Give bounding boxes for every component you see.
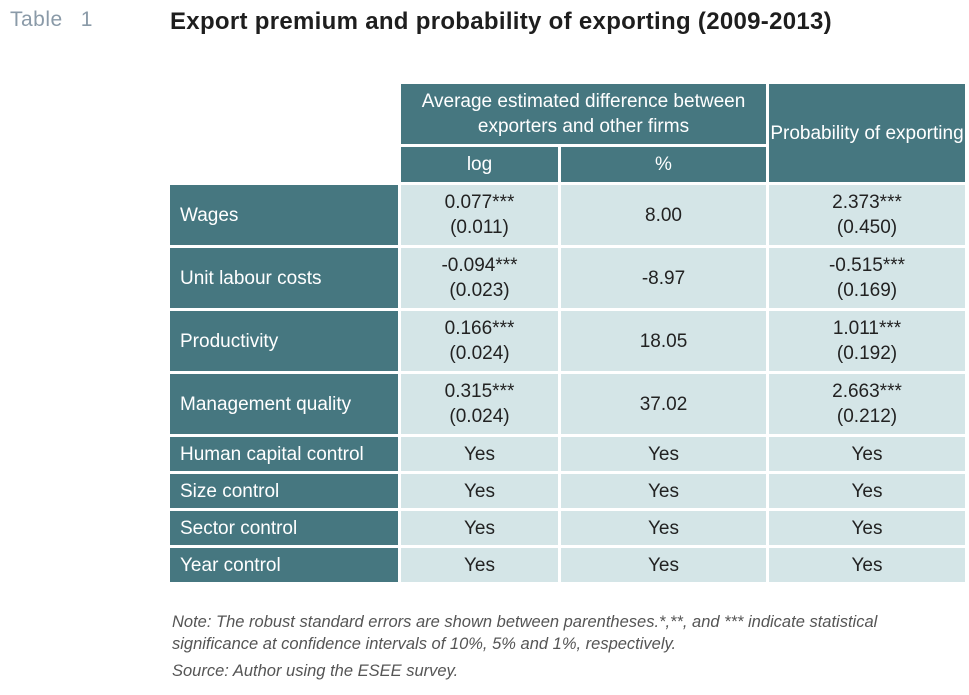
header-log: log [401, 147, 558, 182]
cell-pct: Yes [561, 511, 766, 545]
cell-prob: 2.373*** (0.450) [769, 185, 965, 245]
header-blank [170, 84, 398, 182]
cell-log: Yes [401, 548, 558, 582]
cell-log: 0.077*** (0.011) [401, 185, 558, 245]
cell-log: -0.094*** (0.023) [401, 248, 558, 308]
cell-prob: Yes [769, 511, 965, 545]
cell-log: Yes [401, 474, 558, 508]
cell-prob: 2.663*** (0.212) [769, 374, 965, 434]
row-label: Wages [170, 185, 398, 245]
cell-log: Yes [401, 511, 558, 545]
cell-pct: Yes [561, 437, 766, 471]
cell-pct: Yes [561, 474, 766, 508]
cell-pct: -8.97 [561, 248, 766, 308]
cell-pct: 18.05 [561, 311, 766, 371]
header-avg-diff: Average estimated difference between exp… [401, 84, 766, 144]
row-label: Management quality [170, 374, 398, 434]
control-label: Year control [170, 548, 398, 582]
table-source: Source: Author using the ESEE survey. [172, 662, 459, 680]
row-label: Productivity [170, 311, 398, 371]
cell-prob: -0.515*** (0.169) [769, 248, 965, 308]
cell-prob: Yes [769, 437, 965, 471]
cell-log: 0.166*** (0.024) [401, 311, 558, 371]
cell-prob: Yes [769, 548, 965, 582]
cell-pct: Yes [561, 548, 766, 582]
control-label: Size control [170, 474, 398, 508]
cell-log: 0.315*** (0.024) [401, 374, 558, 434]
cell-prob: Yes [769, 474, 965, 508]
cell-prob: 1.011*** (0.192) [769, 311, 965, 371]
cell-pct: 8.00 [561, 185, 766, 245]
header-probability: Probability of exporting [769, 84, 965, 182]
cell-pct: 37.02 [561, 374, 766, 434]
cell-log: Yes [401, 437, 558, 471]
table-note: Note: The robust standard errors are sho… [172, 613, 878, 653]
table-title: Export premium and probability of export… [170, 8, 832, 35]
header-pct: % [561, 147, 766, 182]
row-label: Unit labour costs [170, 248, 398, 308]
control-label: Sector control [170, 511, 398, 545]
control-label: Human capital control [170, 437, 398, 471]
table-label: Table 1 [10, 8, 93, 31]
export-premium-table: Average estimated difference between exp… [170, 84, 965, 582]
